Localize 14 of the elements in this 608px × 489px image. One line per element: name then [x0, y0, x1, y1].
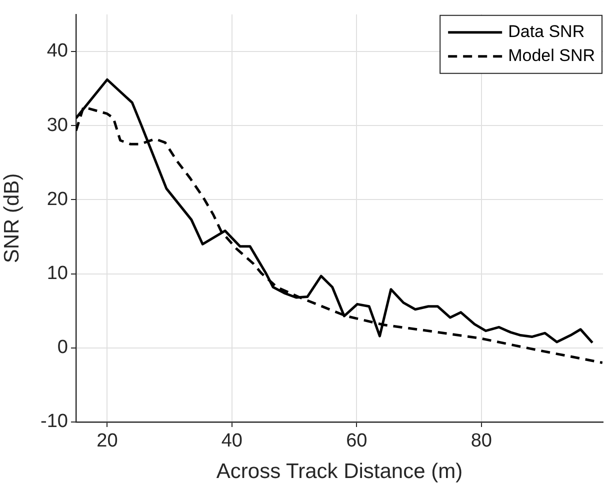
legend-label: Data SNR — [508, 22, 585, 42]
x-tick-label: 40 — [221, 430, 242, 452]
y-tick-label: 40 — [46, 40, 68, 62]
x-axis-title: Across Track Distance (m) — [216, 460, 463, 484]
x-tick-label: 80 — [470, 430, 492, 452]
y-tick-label: 10 — [46, 263, 68, 284]
y-tick-label: 30 — [46, 114, 68, 136]
legend-label: Model SNR — [508, 46, 596, 66]
y-tick-label: 20 — [46, 188, 68, 210]
y-tick-label: 0 — [57, 337, 68, 358]
x-tick-label: 60 — [346, 430, 368, 452]
x-tick-label: 20 — [96, 430, 118, 452]
y-tick-label: -10 — [40, 411, 68, 432]
y-axis-title: SNR (dB) — [0, 173, 24, 264]
